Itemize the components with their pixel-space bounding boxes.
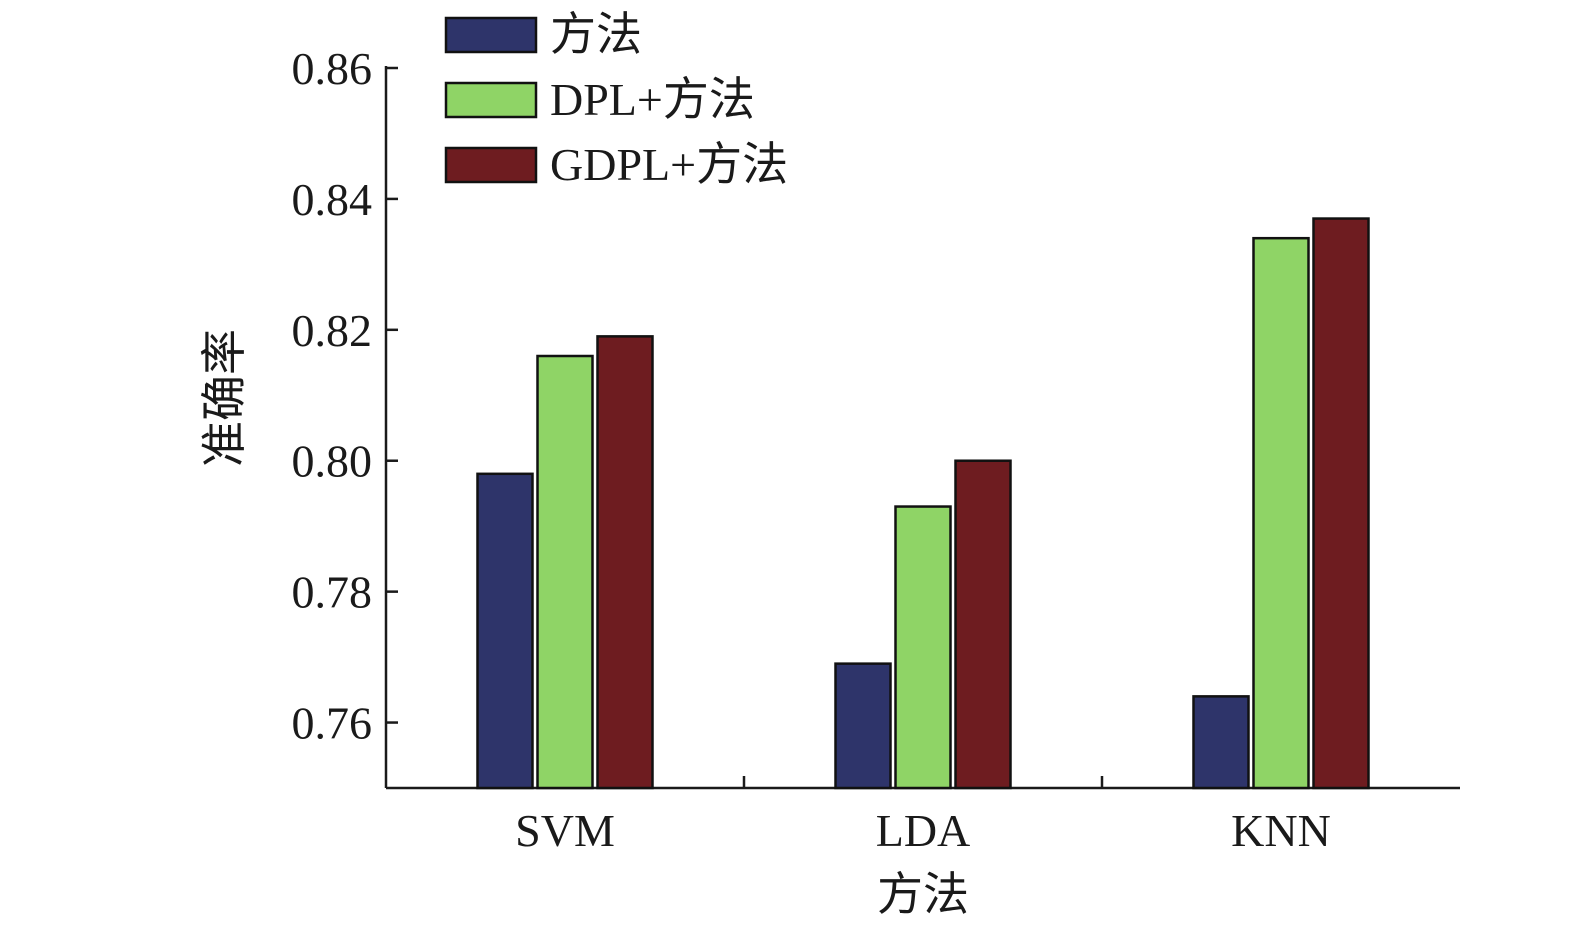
bar-lda-series-3 [954,459,1012,790]
bar-svm-series-3 [596,335,654,790]
y-tick-label: 0.86 [292,43,373,94]
bar-knn-series-1 [1192,695,1250,790]
bar-lda-series-1 [834,662,892,790]
bar-svm-series-1 [476,472,534,790]
y-axis-title: 准确率 [199,329,250,467]
bar-knn-series-3 [1312,217,1370,790]
legend-label: DPL+方法 [550,74,755,125]
x-axis-tick-labels: SVM LDA KNN [515,805,1331,856]
legend-swatch [444,146,538,184]
x-axis-title: 方法 [877,869,969,920]
y-tick-label: 0.84 [292,174,373,225]
bar-lda-series-2 [894,505,952,790]
x-tick-label: LDA [876,805,971,856]
legend-label: 方法 [550,9,642,60]
x-tick-label: KNN [1231,805,1331,856]
y-axis-ticks: 0.76 0.78 0.80 0.82 0.84 0.86 [292,43,398,749]
x-tick-label: SVM [515,805,615,856]
y-tick-label: 0.76 [292,698,373,749]
y-tick-label: 0.78 [292,567,373,618]
y-tick-label: 0.82 [292,305,373,356]
legend-label: GDPL+方法 [550,139,788,190]
legend: 方法 DPL+方法 GDPL+方法 [444,9,788,190]
bars [476,217,1370,790]
bar-svm-series-2 [536,354,594,790]
legend-swatch [444,16,538,54]
legend-swatch [444,81,538,119]
bar-knn-series-2 [1252,236,1310,790]
y-tick-label: 0.80 [292,436,373,487]
